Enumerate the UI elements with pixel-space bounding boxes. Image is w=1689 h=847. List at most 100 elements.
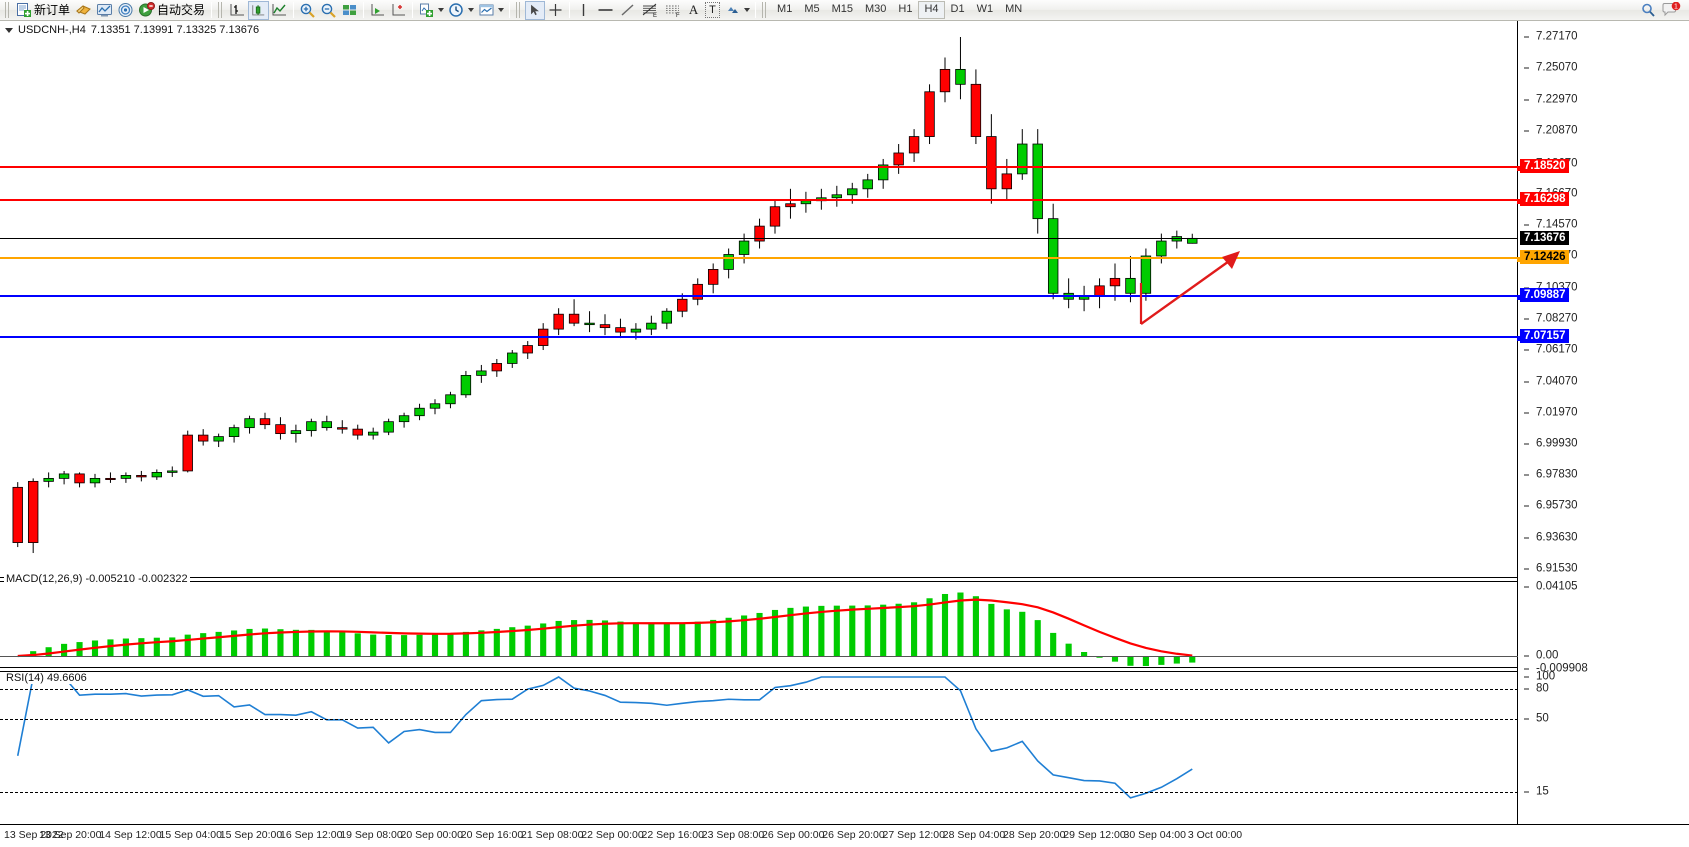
chevron-down-icon[interactable] — [5, 27, 13, 33]
zoom-in-button[interactable] — [297, 1, 318, 20]
auto-scroll-icon — [392, 4, 406, 16]
macd-axis-zero: 0.00 — [1524, 650, 1689, 663]
period-button[interactable] — [446, 1, 476, 20]
time-tick: 28 Sep 20:00 — [1003, 829, 1066, 841]
level-line-current-price[interactable] — [0, 238, 1518, 240]
bar-chart-button[interactable] — [227, 1, 248, 20]
toolbar-grip[interactable] — [5, 2, 11, 18]
hand-trade-button[interactable] — [73, 1, 94, 20]
shapes-button[interactable] — [722, 1, 752, 20]
price-level-tag[interactable]: 7.16298 — [1520, 192, 1569, 207]
price-tick: 7.01970 — [1524, 407, 1689, 420]
timeframe-d1[interactable]: D1 — [950, 3, 965, 15]
level-line-7-16298[interactable] — [0, 199, 1522, 205]
toolbar-separator-4 — [412, 2, 414, 18]
price-tick: 7.22970 — [1524, 93, 1689, 106]
time-axis[interactable]: 13 Sep 2022 13 Sep 20:00 14 Sep 12:00 15 Se… — [0, 824, 1689, 847]
symbol-name: USDCNH-,H4 — [18, 24, 86, 36]
time-tick: 26 Sep 00:00 — [762, 829, 825, 841]
signal-button[interactable] — [115, 1, 136, 20]
level-line-handle[interactable] — [1517, 166, 1522, 172]
panel-divider-price-macd — [0, 577, 1518, 578]
timeframe-h1[interactable]: H1 — [898, 3, 913, 15]
toolbar-separator-2 — [293, 2, 295, 18]
indicators-dropdown-caret[interactable] — [438, 8, 445, 12]
auto-trading-button[interactable]: 自动交易 — [136, 1, 208, 20]
grid-icon — [343, 5, 357, 15]
terminal-button[interactable] — [94, 1, 115, 20]
timeframe-m15[interactable]: M15 — [831, 3, 853, 15]
level-line-7-09887[interactable] — [0, 294, 1522, 300]
grid-button[interactable] — [339, 1, 360, 20]
terminal-icon — [97, 4, 113, 17]
rsi-axis-100: 100 — [1524, 671, 1689, 684]
text-tool-button[interactable]: A — [684, 1, 703, 20]
search-button[interactable] — [1638, 1, 1659, 20]
level-line-7-12426[interactable] — [0, 257, 1522, 263]
timeframe-w1[interactable]: W1 — [976, 3, 994, 15]
timeframe-m30[interactable]: M30 — [865, 3, 887, 15]
price-level-tag[interactable]: 7.07157 — [1520, 328, 1569, 343]
timeframe-h4[interactable]: H4 — [918, 1, 945, 19]
trendline-button[interactable] — [617, 1, 638, 20]
period-icon — [449, 3, 463, 17]
level-line-7-07157[interactable] — [0, 335, 1522, 341]
time-tick: 3 Oct 00:00 — [1187, 829, 1243, 841]
price-level-tag[interactable]: 7.09887 — [1520, 287, 1569, 302]
toolbar-grip-4[interactable] — [762, 2, 769, 18]
zoom-out-button[interactable] — [318, 1, 339, 20]
time-tick: 27 Sep 12:00 — [882, 829, 945, 841]
cursor-icon — [531, 4, 539, 16]
toolbar-grip-3[interactable] — [516, 2, 523, 18]
level-line-handle[interactable] — [1517, 294, 1522, 300]
bar-chart-icon — [230, 4, 245, 16]
fibonacci-f-button[interactable]: F — [661, 1, 684, 20]
plot-frame[interactable]: USDCNH-,H4 7.13351 7.13991 7.13325 7.136… — [0, 21, 1522, 824]
price-axis[interactable]: 7.271707.250707.229707.208707.186707.166… — [1518, 21, 1689, 824]
new-order-button[interactable]: 新订单 — [14, 1, 73, 20]
level-line-handle[interactable] — [1517, 335, 1522, 341]
price-tick: 6.99930 — [1524, 437, 1689, 450]
new-order-label: 新订单 — [34, 2, 71, 17]
rsi-level-15-line — [0, 792, 1518, 793]
timeframe-mn[interactable]: MN — [1005, 3, 1023, 15]
price-level-tag[interactable]: 7.13676 — [1520, 231, 1569, 246]
vertical-line-button[interactable] — [573, 1, 594, 20]
fibonacci-f-icon: F — [666, 5, 680, 18]
period-dropdown-caret[interactable] — [468, 8, 475, 12]
scroll-end-button[interactable] — [367, 1, 388, 20]
zoom-in-icon — [300, 3, 315, 18]
cursor-button[interactable] — [525, 0, 546, 20]
templates-button[interactable] — [476, 1, 506, 20]
templates-dropdown-caret[interactable] — [498, 8, 505, 12]
fibonacci-e-icon: E — [642, 3, 657, 18]
price-level-tag[interactable]: 7.12426 — [1520, 250, 1569, 265]
label-tool-button[interactable]: T — [703, 1, 722, 20]
chat-button[interactable]: 1 — [1659, 1, 1683, 20]
toolbar-separator-5 — [509, 2, 511, 18]
level-line-handle[interactable] — [1517, 257, 1522, 263]
time-tick: 20 Sep 00:00 — [400, 829, 463, 841]
price-level-tag[interactable]: 7.18520 — [1520, 159, 1569, 174]
chart-area[interactable]: USDCNH-,H4 7.13351 7.13991 7.13325 7.136… — [0, 21, 1689, 847]
shapes-dropdown-caret[interactable] — [744, 8, 751, 12]
crosshair-button[interactable] — [545, 1, 566, 20]
toolbar-separator-1 — [211, 2, 213, 18]
toolbar-grip-2[interactable] — [218, 2, 225, 18]
toolbar-separator-6 — [569, 2, 571, 18]
timeframe-m1[interactable]: M1 — [777, 3, 793, 15]
candlestick-chart-button[interactable] — [248, 0, 270, 20]
line-chart-icon — [272, 4, 287, 16]
auto-scroll-button[interactable] — [388, 1, 409, 20]
time-tick: 28 Sep 04:00 — [942, 829, 1006, 841]
fibonacci-e-button[interactable]: E — [638, 1, 661, 20]
macd-axis-bottom: -0.009908 — [1524, 663, 1689, 676]
level-line-7-18520[interactable] — [0, 166, 1522, 172]
horizontal-line-button[interactable] — [594, 1, 617, 20]
svg-text:F: F — [676, 13, 680, 18]
timeframe-m5[interactable]: M5 — [804, 3, 820, 15]
indicators-button[interactable] — [416, 1, 446, 20]
time-tick: 23 Sep 08:00 — [701, 829, 765, 841]
level-line-handle[interactable] — [1517, 199, 1522, 205]
line-chart-button[interactable] — [269, 1, 290, 20]
